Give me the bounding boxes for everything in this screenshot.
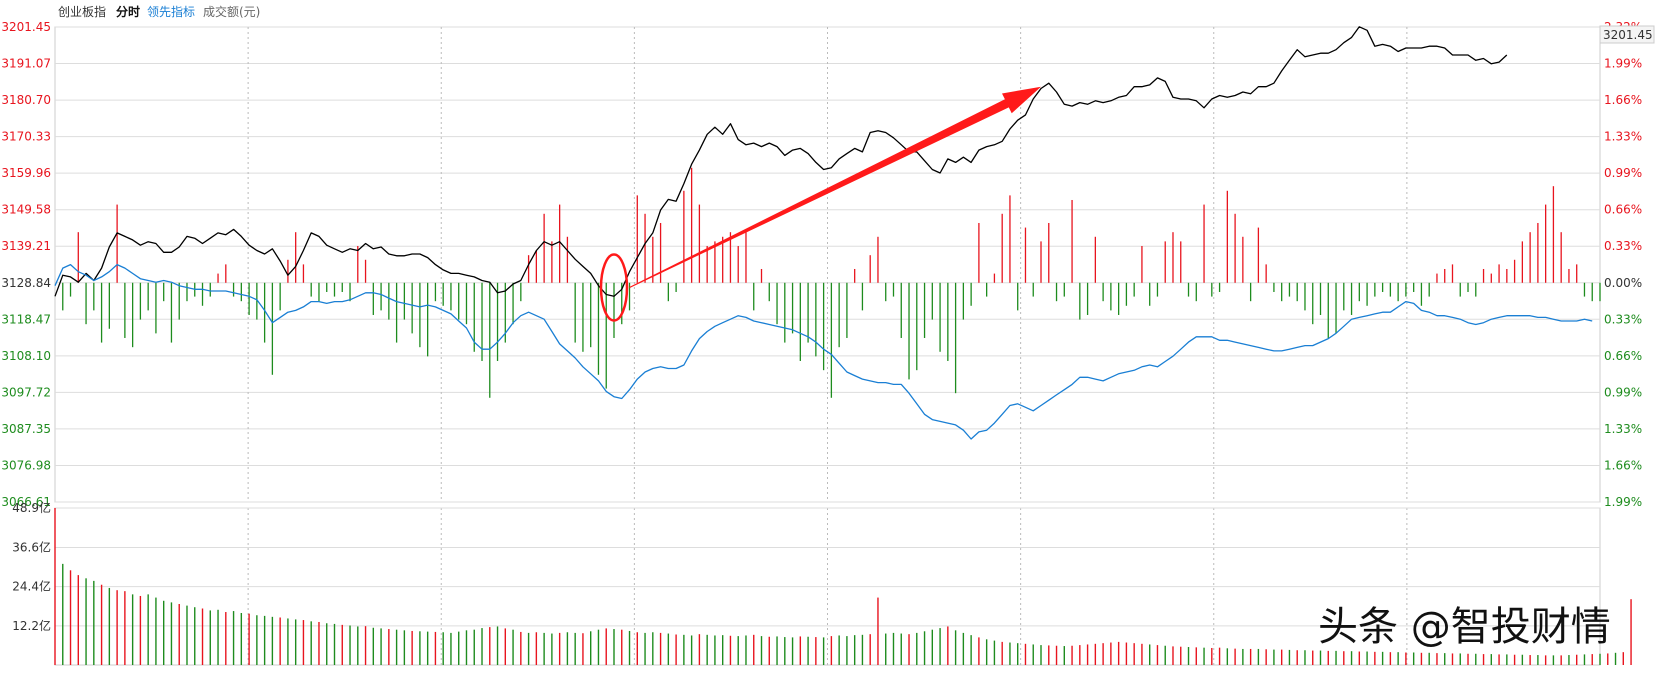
last-value-label: 3201.45 <box>1603 28 1653 42</box>
y-tick-label-left: 3180.70 <box>1 93 51 107</box>
y-tick-label-left: 3118.47 <box>1 312 51 326</box>
y-tick-label-right: 0.99% <box>1604 385 1642 399</box>
tab-lead-indicator[interactable]: 领先指标 <box>147 4 195 19</box>
volume-tick-label: 48.9亿 <box>12 500 51 515</box>
y-tick-label-left: 3087.35 <box>1 422 51 436</box>
price-line <box>54 26 1508 297</box>
series-lines <box>54 26 1593 440</box>
y-tick-label-left: 3128.84 <box>1 276 51 290</box>
y-tick-label-right: 1.99% <box>1604 495 1642 509</box>
tab-time[interactable]: 分时 <box>116 4 140 19</box>
y-tick-label-left: 3066.61 <box>1 495 51 509</box>
y-tick-label-right: 1.66% <box>1604 458 1642 472</box>
y-tick-label-left: 3097.72 <box>1 385 51 399</box>
y-tick-label-right: 0.66% <box>1604 203 1642 217</box>
y-tick-label-left: 3108.10 <box>1 349 51 363</box>
y-tick-label-left: 3191.07 <box>1 57 51 71</box>
y-tick-label-right: 0.99% <box>1604 166 1642 180</box>
highlight-circle <box>599 253 629 322</box>
y-tick-label-left: 3201.45 <box>1 20 51 34</box>
annotations <box>599 86 1041 322</box>
indicator-bars <box>62 167 1601 398</box>
y-tick-label-right: 1.33% <box>1604 422 1642 436</box>
tab-amount[interactable]: 成交额(元) <box>203 4 260 19</box>
volume-tick-label: 12.2亿 <box>12 618 51 633</box>
grid <box>54 26 1601 666</box>
y-tick-label-left: 3159.96 <box>1 166 51 180</box>
y-tick-label-right: 0.33% <box>1604 312 1642 326</box>
y-tick-label-right: 1.99% <box>1604 57 1642 71</box>
price-axis-left: 3201.45 3191.07 3180.70 3170.33 3159.96 3149.… <box>1 20 51 509</box>
last-value-box <box>1599 25 1655 44</box>
index-name-label: 创业板指 <box>58 4 106 19</box>
y-tick-label-right: 0.33% <box>1604 239 1642 253</box>
trend-arrow <box>629 86 1041 288</box>
y-tick-label-left: 3076.98 <box>1 458 51 472</box>
y-tick-label-left: 3149.58 <box>1 203 51 217</box>
lead-indicator-line <box>54 263 1593 440</box>
y-tick-label-right: 1.33% <box>1604 130 1642 144</box>
volume-tick-label: 36.6亿 <box>12 539 51 554</box>
volume-panel: 48.9亿 36.6亿 24.4亿 12.2亿 <box>12 500 1632 665</box>
watermark-text: 头条 @智投财情 <box>1318 604 1611 650</box>
volume-tick-label: 24.4亿 <box>12 579 51 594</box>
y-tick-label-left: 3170.33 <box>1 130 51 144</box>
y-tick-label-right: 1.66% <box>1604 93 1642 107</box>
y-tick-label-right: 0.00% <box>1604 276 1642 290</box>
y-tick-label-left: 3139.21 <box>1 239 51 253</box>
percent-axis-right: 2.32%1.99%1.66%1.33%0.99%0.66%0.33%0.00%… <box>1604 20 1642 509</box>
y-tick-label-right: 0.66% <box>1604 349 1642 363</box>
